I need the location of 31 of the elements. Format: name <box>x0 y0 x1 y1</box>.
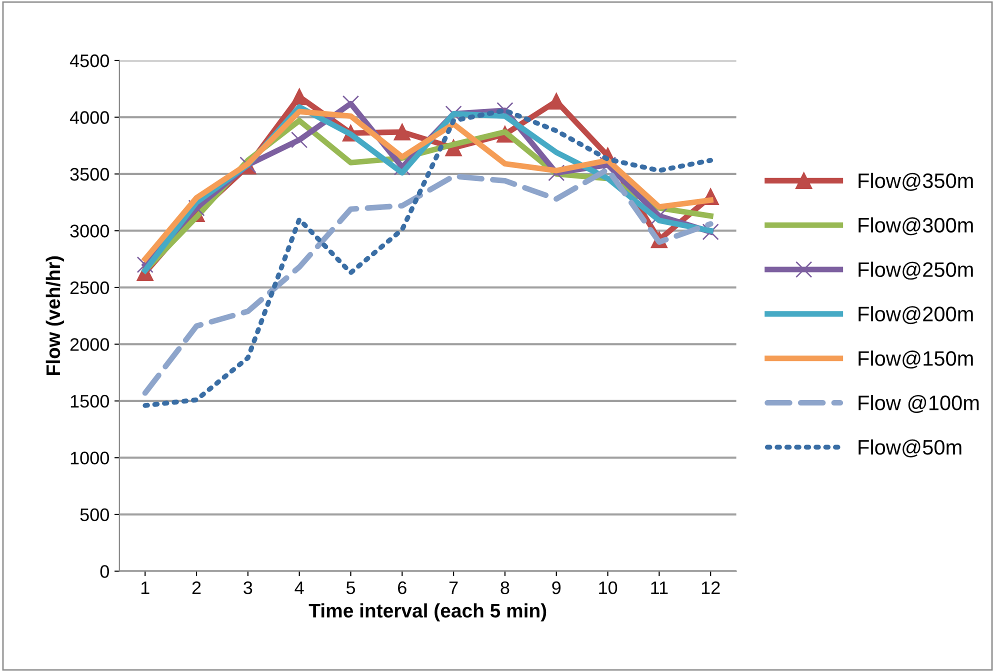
y-tick-label: 4000 <box>70 111 109 124</box>
x-tick-label: 12 <box>702 581 720 594</box>
x-tick-label: 5 <box>346 582 355 594</box>
legend-label: Flow@350m <box>858 172 973 191</box>
x-tick-label: 4 <box>294 582 304 594</box>
y-tick-label: 3500 <box>70 168 109 181</box>
y-tick-label: 1500 <box>70 394 109 408</box>
y-tick-label: 0 <box>100 565 109 578</box>
y-tick-label: 2000 <box>70 338 109 351</box>
x-axis-title: Time interval (each 5 min) <box>308 603 546 622</box>
x-tick-label: 2 <box>192 581 201 594</box>
legend-label: Flow@50m <box>858 439 962 458</box>
x-tick-label: 11 <box>651 582 668 594</box>
legend-label: Flow@150m <box>858 350 973 369</box>
y-tick-label: 1000 <box>70 452 109 464</box>
x-tick-label: 7 <box>449 582 458 594</box>
y-tick-label: 4500 <box>70 54 109 68</box>
x-tick-label: 3 <box>244 581 252 594</box>
x-tick-label: 6 <box>398 581 406 594</box>
legend-label: Flow @100m <box>858 394 979 413</box>
legend-label: Flow@250m <box>858 262 973 280</box>
y-tick-label: 500 <box>80 508 109 522</box>
x-tick-label: 8 <box>500 581 510 594</box>
x-tick-label: 1 <box>141 582 150 594</box>
x-tick-label: 10 <box>599 581 618 594</box>
y-axis-title: Flow (veh/hr) <box>46 256 64 376</box>
legend-label: Flow@300m <box>858 217 973 236</box>
legend-label: Flow@200m <box>858 306 973 324</box>
x-tick-label: 9 <box>552 581 561 594</box>
y-tick-label: 3000 <box>70 224 109 238</box>
y-tick-label: 2500 <box>70 281 109 294</box>
